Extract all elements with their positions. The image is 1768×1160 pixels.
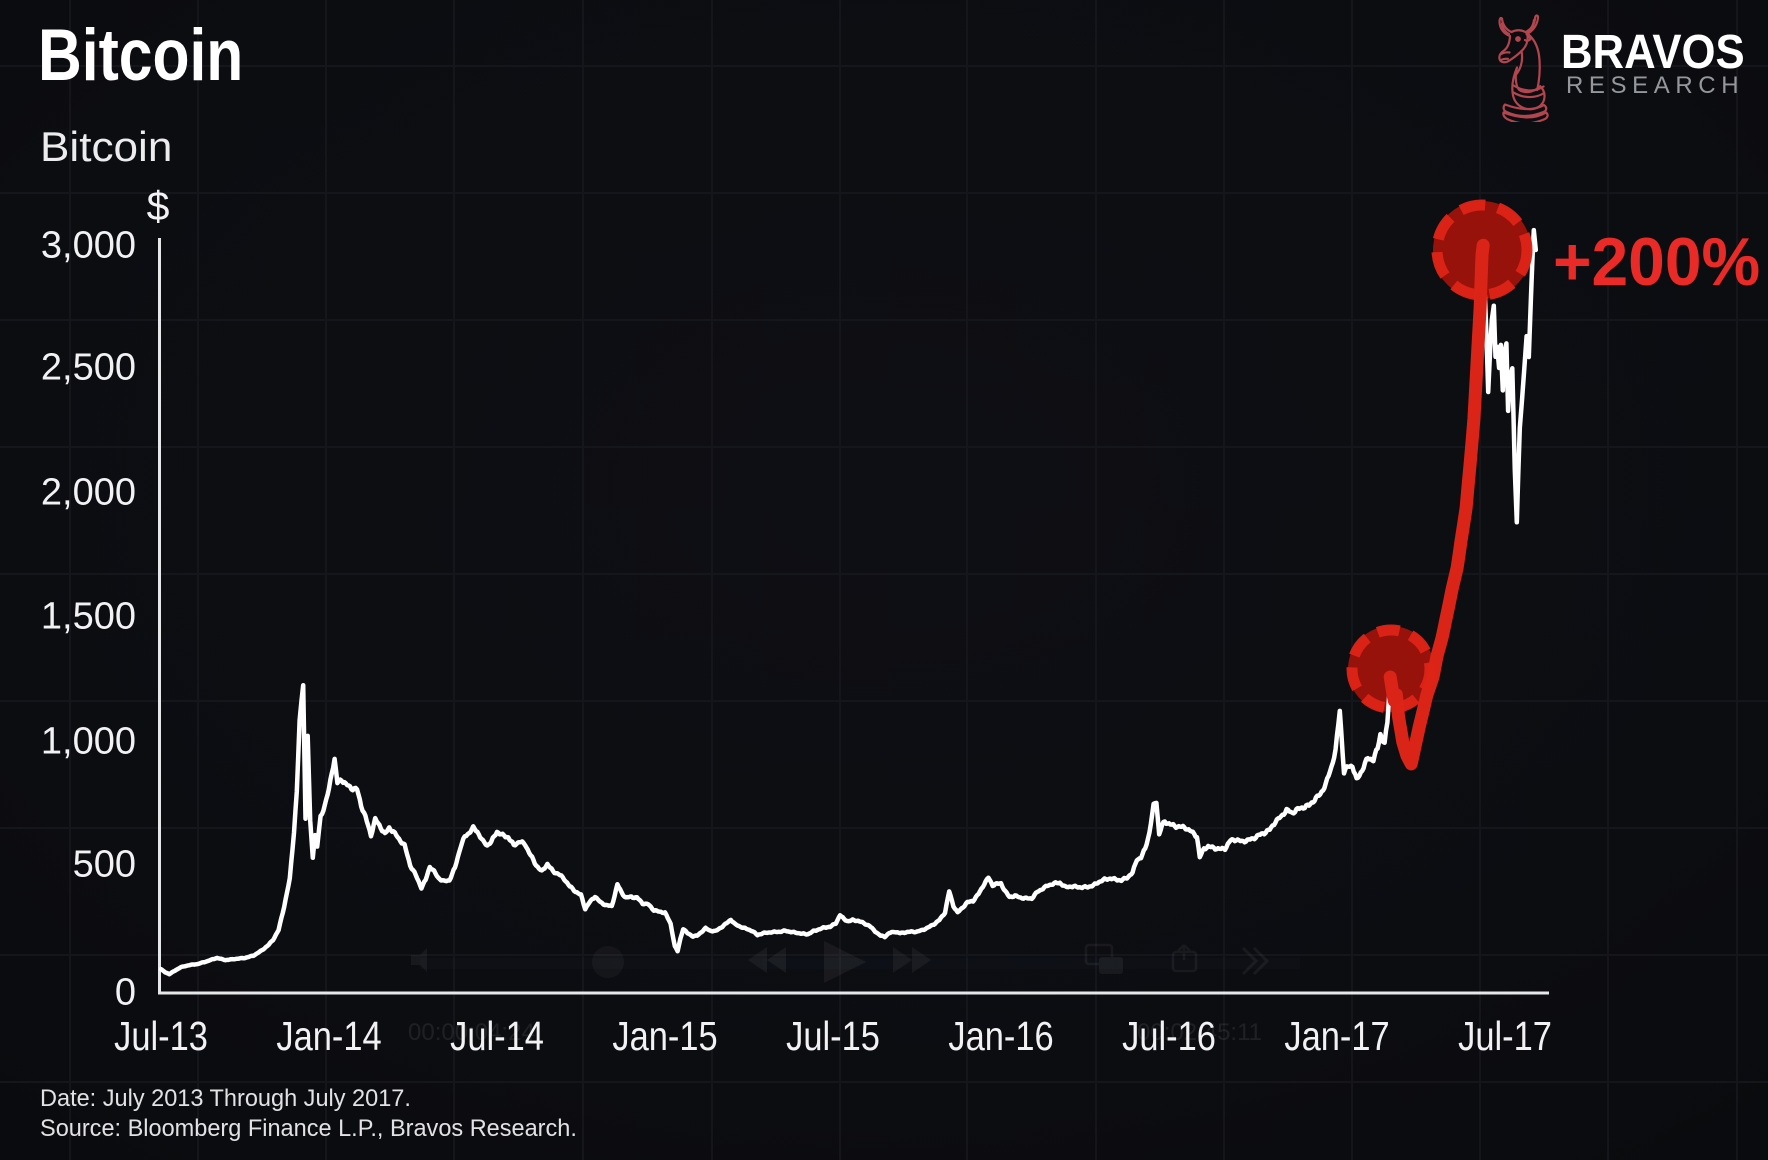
svg-text:Jul-14: Jul-14 — [450, 1014, 544, 1059]
svg-text:500: 500 — [73, 844, 136, 886]
svg-text:+200%: +200% — [1553, 224, 1760, 300]
svg-text:Jan-15: Jan-15 — [612, 1014, 717, 1059]
svg-text:3,000: 3,000 — [41, 225, 136, 267]
svg-text:00:00:04:24: 00:00:04:24 — [408, 1019, 535, 1046]
svg-text:Jul-17: Jul-17 — [1458, 1014, 1552, 1059]
svg-text:$: $ — [147, 183, 170, 229]
svg-text:2,000: 2,000 — [41, 472, 136, 514]
svg-text:Jan-14: Jan-14 — [276, 1014, 381, 1059]
svg-text:Jul-15: Jul-15 — [786, 1014, 880, 1059]
svg-text:Jan-17: Jan-17 — [1284, 1014, 1389, 1059]
svg-text:Jul-13: Jul-13 — [114, 1014, 208, 1059]
svg-text:Jan-16: Jan-16 — [948, 1014, 1053, 1059]
svg-text:00:02:45:11: 00:02:45:11 — [1137, 1019, 1262, 1046]
svg-text:2,500: 2,500 — [41, 347, 136, 389]
svg-text:1,000: 1,000 — [41, 721, 136, 763]
svg-text:0: 0 — [115, 972, 136, 1014]
svg-text:Jul-16: Jul-16 — [1122, 1014, 1216, 1059]
svg-text:1,500: 1,500 — [41, 596, 136, 638]
